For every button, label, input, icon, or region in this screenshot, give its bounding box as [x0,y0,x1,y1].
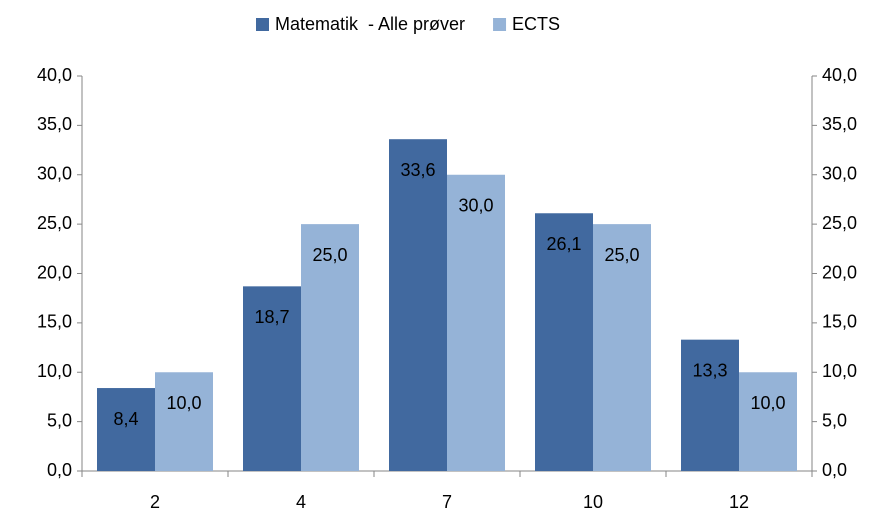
y-tick-label: 10,0 [37,361,72,381]
y2-tick-label: 40,0 [822,65,857,85]
y2-tick-label: 0,0 [822,460,847,480]
data-label: 13,3 [692,360,727,380]
y-tick-label: 35,0 [37,114,72,134]
y2-tick-label: 25,0 [822,213,857,233]
data-label: 30,0 [458,196,493,216]
y-tick-label: 5,0 [47,410,72,430]
data-label: 10,0 [750,393,785,413]
y2-tick-label: 30,0 [822,164,857,184]
bar [681,339,739,471]
y2-tick-label: 15,0 [822,312,857,332]
legend-swatch [493,18,507,31]
y-tick-label: 30,0 [37,164,72,184]
data-label: 25,0 [312,245,347,265]
bar [97,388,155,471]
data-label: 33,6 [400,160,435,180]
x-tick-label: 7 [442,492,452,512]
bar [447,174,505,471]
data-label: 25,0 [604,245,639,265]
y-tick-label: 0,0 [47,460,72,480]
y-tick-label: 15,0 [37,312,72,332]
bar [155,372,213,471]
y2-tick-label: 20,0 [822,262,857,282]
bar [389,139,447,471]
x-tick-label: 12 [729,492,749,512]
x-tick-label: 10 [583,492,603,512]
y2-tick-label: 10,0 [822,361,857,381]
data-label: 8,4 [113,409,138,429]
legend-label: Matematik - Alle prøver [275,14,465,34]
x-tick-label: 2 [150,492,160,512]
y-tick-label: 20,0 [37,262,72,282]
data-label: 18,7 [254,307,289,327]
y-tick-label: 25,0 [37,213,72,233]
bar [535,213,593,471]
bar [301,224,359,471]
data-label: 26,1 [546,234,581,254]
bar [593,224,651,471]
bar [243,286,301,471]
x-tick-label: 4 [296,492,306,512]
y-tick-label: 40,0 [37,65,72,85]
y2-tick-label: 5,0 [822,410,847,430]
legend-label: ECTS [512,14,560,34]
data-label: 10,0 [166,393,201,413]
legend-swatch [256,18,269,31]
y2-tick-label: 35,0 [822,114,857,134]
bar [739,372,797,471]
